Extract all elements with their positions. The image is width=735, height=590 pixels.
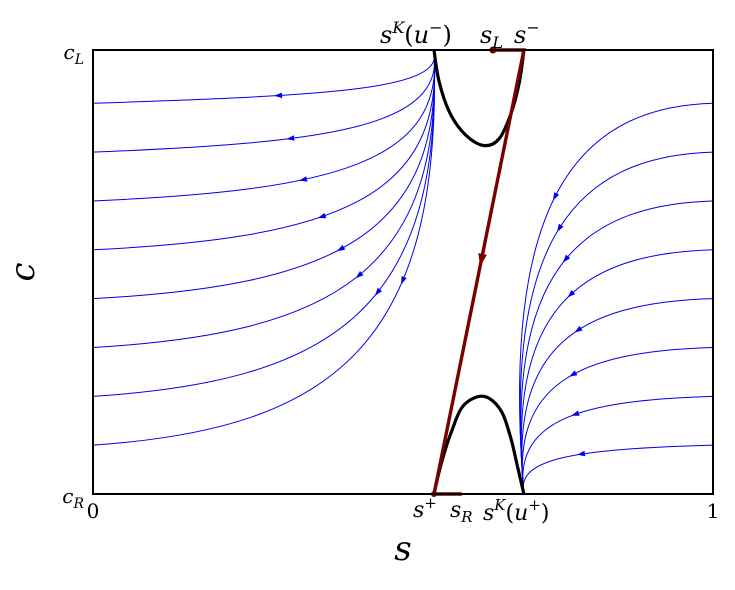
streamline-right-5: [521, 298, 714, 495]
streamline-right-arrow-2: [557, 223, 564, 232]
streamline-left-4: [92, 49, 436, 251]
label-s-plus: s+: [413, 494, 437, 523]
right-streamlines: [519, 102, 714, 495]
streamline-left-arrow-8: [401, 276, 407, 285]
streamline-right-3: [520, 200, 714, 495]
label-s-R: sR: [450, 498, 473, 526]
streamline-right-arrow-4: [567, 290, 576, 298]
x-tick-label-1: 1: [707, 499, 720, 523]
streamline-right-6: [521, 346, 714, 495]
left-streamlines: [92, 49, 436, 446]
inflection-curves: [432, 49, 526, 495]
x-tick-label-0: 0: [87, 499, 100, 523]
streamline-right-arrow-7: [571, 410, 580, 416]
label-sK-u-minus: sK(u−): [380, 18, 452, 49]
streamline-right-4: [520, 249, 714, 495]
streamline-right-arrow-1: [553, 192, 560, 201]
streamline-right-arrow-6: [569, 370, 578, 377]
streamline-left-3: [92, 49, 436, 202]
transition-path-arrow: [478, 253, 487, 267]
label-s-L: sL: [480, 21, 503, 52]
streamline-left-arrow-1: [274, 92, 283, 99]
streamline-left-2: [92, 49, 436, 153]
streamline-left-1: [92, 49, 436, 104]
plot-frame: [92, 49, 714, 495]
streamline-left-arrow-2: [286, 135, 295, 141]
label-s-minus: s−: [514, 18, 540, 49]
streamline-right-8: [522, 444, 714, 495]
streamline-left-5: [92, 49, 436, 300]
streamline-left-8: [92, 49, 436, 446]
y-axis-title: c: [3, 262, 43, 281]
inflection-curve-lower: [432, 394, 526, 495]
streamline-left-7: [92, 49, 436, 397]
streamline-right-arrow-3: [562, 254, 571, 263]
x-axis-title: s: [394, 529, 411, 569]
streamline-left-arrow-5: [336, 244, 346, 252]
streamline-left-arrow-6: [355, 271, 364, 279]
label-sK-u-plus: sK(u+): [483, 496, 549, 526]
y-tick-label-cR: cR: [62, 484, 84, 512]
streamline-left-arrow-7: [374, 287, 382, 296]
streamline-left-arrow-3: [299, 176, 308, 182]
streamline-right-1: [519, 102, 714, 495]
streamline-left-arrow-4: [317, 212, 327, 219]
inflection-curve-upper: [432, 49, 526, 148]
streamline-right-arrow-8: [577, 450, 586, 457]
y-tick-label-cL: cL: [64, 40, 85, 68]
streamline-right-7: [522, 395, 714, 495]
streamline-right-arrow-5: [574, 325, 583, 333]
